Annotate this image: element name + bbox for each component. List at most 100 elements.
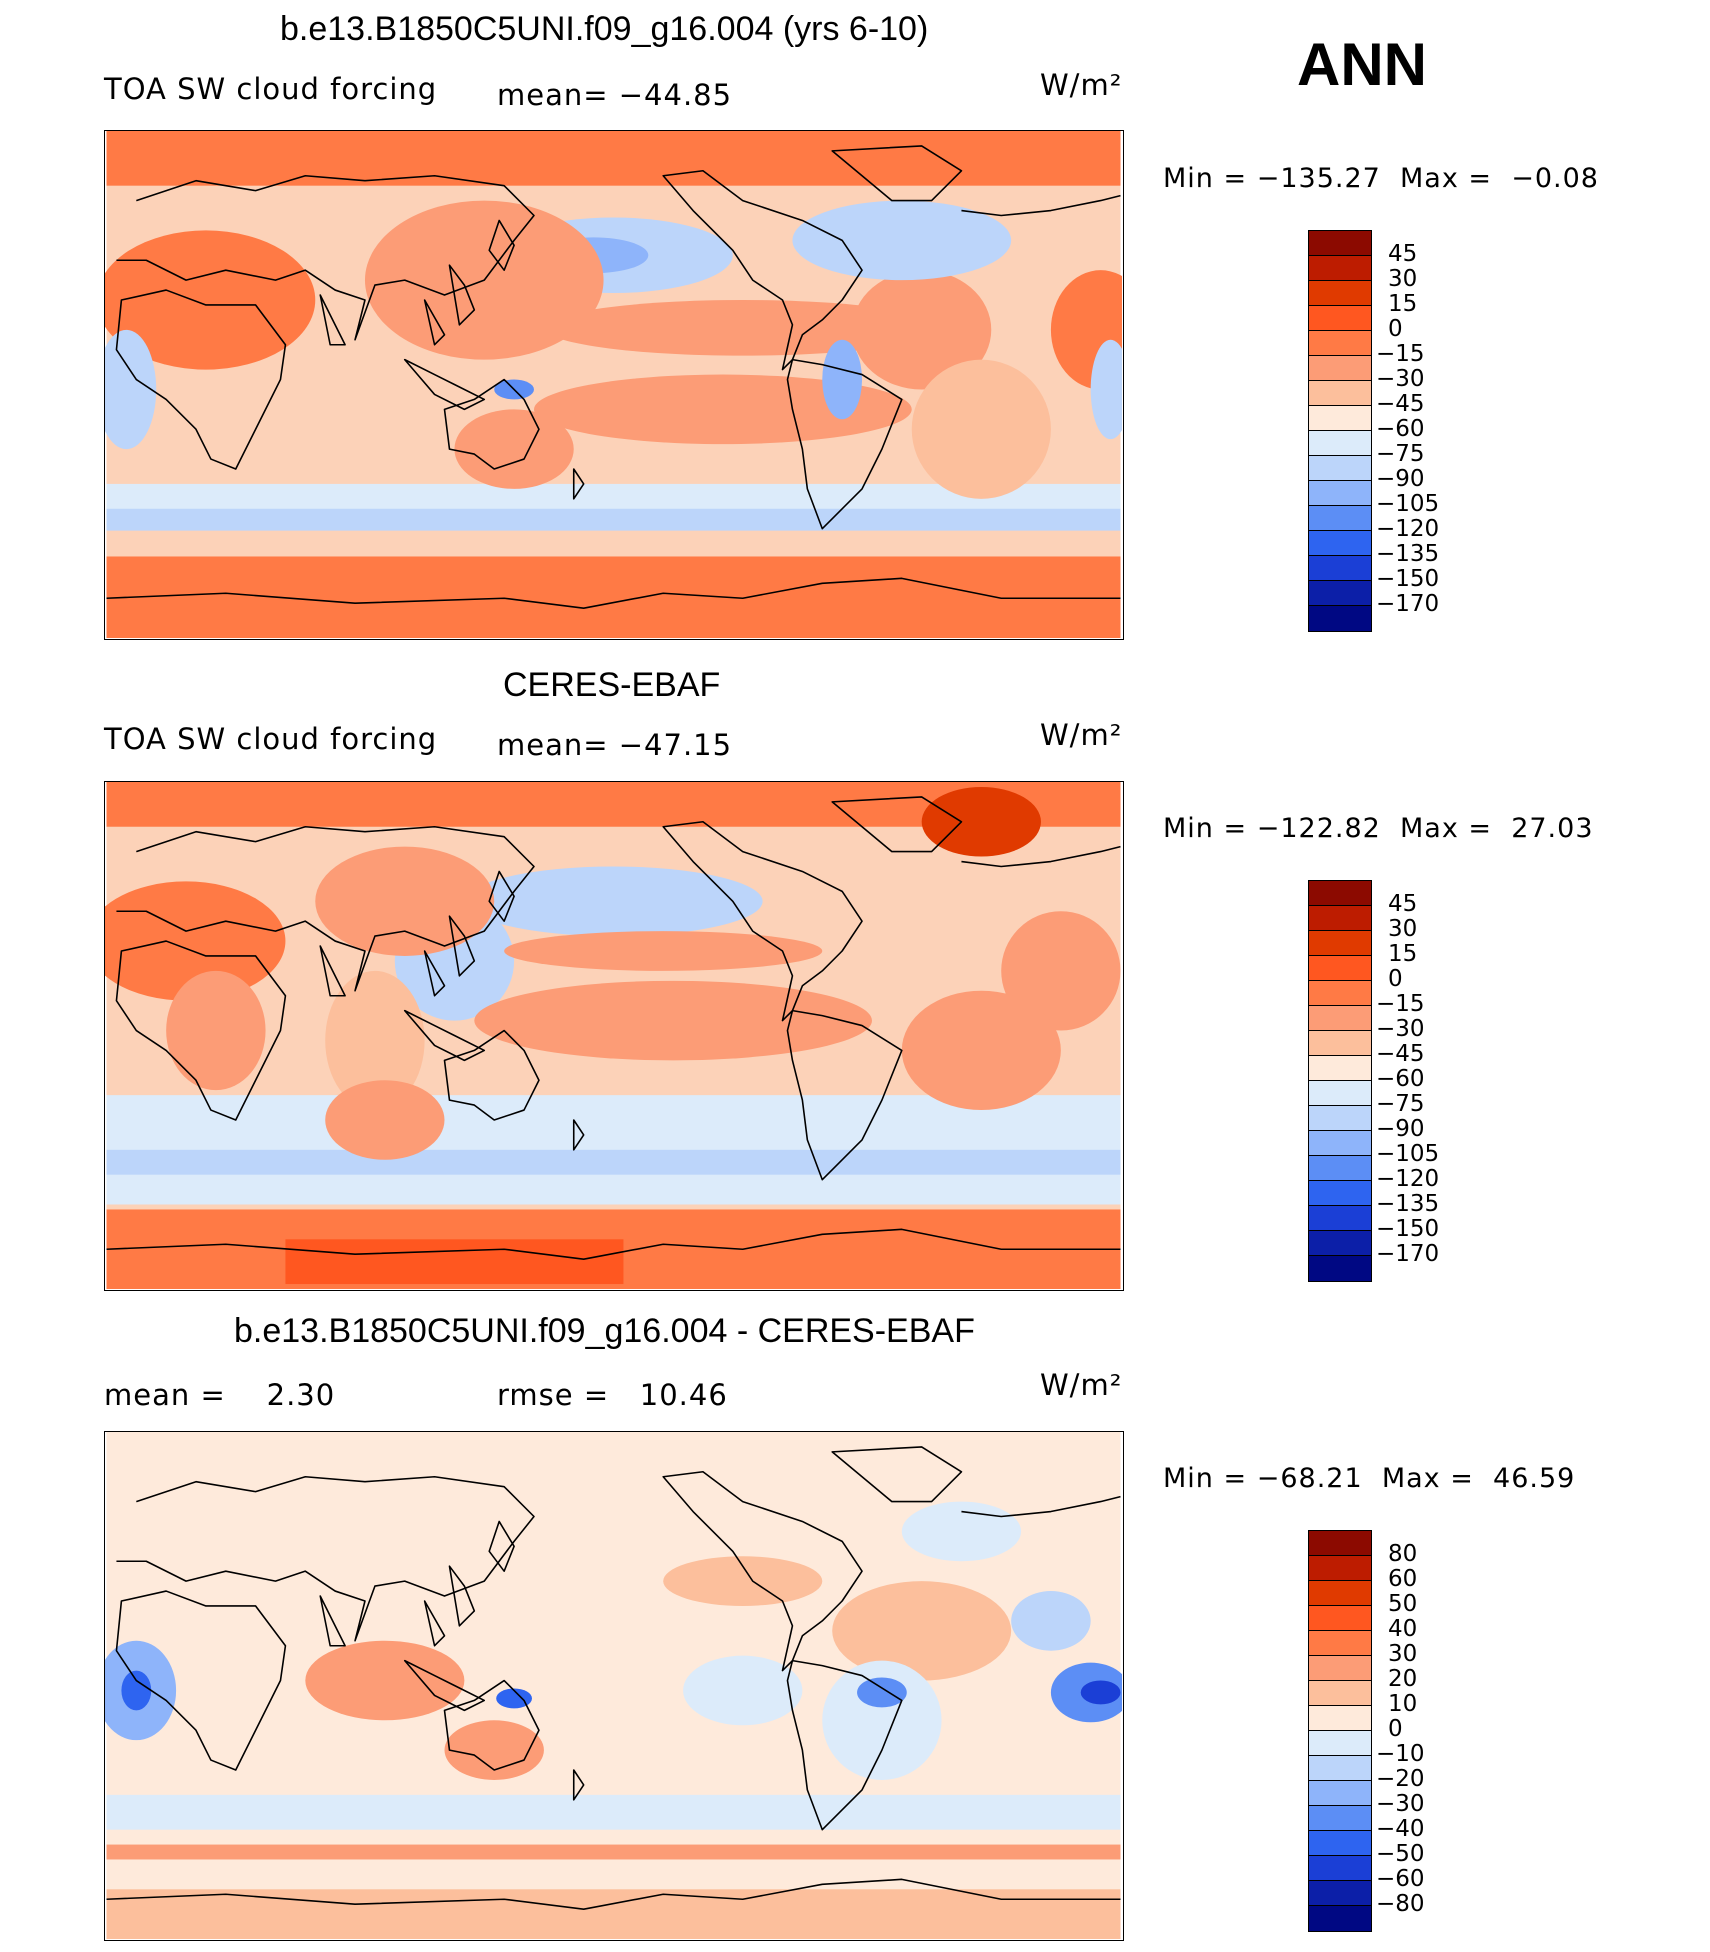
panel-2-units: W/m² xyxy=(1040,718,1123,752)
coastline xyxy=(662,169,863,371)
coastline xyxy=(319,945,346,997)
colorbar-swatch xyxy=(1309,1756,1371,1781)
colorbar-level-label: −90 xyxy=(1376,1116,1425,1142)
panel-3-title: b.e13.B1850C5UNI.f09_g16.004 - CERES-EBA… xyxy=(234,1312,975,1350)
colorbar-swatch xyxy=(1309,1181,1371,1206)
coastline xyxy=(116,1475,535,1642)
colorbar-level-label: −15 xyxy=(1376,341,1425,367)
coastline xyxy=(572,1769,585,1801)
coastline xyxy=(403,1659,486,1712)
colorbar-level-label: −60 xyxy=(1376,1066,1425,1092)
coastline xyxy=(488,1520,515,1572)
panel-1-variable-label: TOA SW cloud forcing xyxy=(104,72,438,106)
coastline xyxy=(116,825,535,992)
colorbar-swatch xyxy=(1309,1231,1371,1256)
colorbar-swatch xyxy=(1309,581,1371,606)
colorbar-level-label: 15 xyxy=(1388,291,1418,317)
coastline xyxy=(831,1446,963,1503)
colorbar-level-label: −75 xyxy=(1376,441,1425,467)
colorbar-swatch xyxy=(1309,431,1371,456)
colorbar-swatch xyxy=(1309,1556,1371,1581)
colorbar-level-label: −15 xyxy=(1376,991,1425,1017)
coastline xyxy=(831,145,963,202)
coastline xyxy=(572,1119,585,1151)
colorbar-swatch xyxy=(1309,881,1371,906)
coastline xyxy=(448,264,476,326)
coastline xyxy=(423,299,446,346)
coastline xyxy=(786,1009,903,1181)
colorbar-level-label: −150 xyxy=(1376,566,1440,592)
colorbar-level-label: −50 xyxy=(1376,1841,1425,1867)
coastline xyxy=(443,1029,540,1121)
colorbar-level-label: −105 xyxy=(1376,1141,1440,1167)
colorbar-level-label: 15 xyxy=(1388,941,1418,967)
colorbar-level-label: −30 xyxy=(1376,1791,1425,1817)
colorbar-swatch xyxy=(1309,1156,1371,1181)
coastline xyxy=(115,1590,287,1771)
colorbar-level-label: 20 xyxy=(1388,1666,1418,1692)
coastline xyxy=(488,870,515,922)
colorbar-swatch xyxy=(1309,1031,1371,1056)
colorbar-swatch xyxy=(1309,1581,1371,1606)
colorbar-swatch xyxy=(1309,1256,1371,1281)
colorbar-level-label: 10 xyxy=(1388,1691,1418,1717)
colorbar-swatch xyxy=(1309,456,1371,481)
panel-3-map xyxy=(104,1431,1124,1941)
colorbar-swatch xyxy=(1309,1206,1371,1231)
colorbar-level-label: −45 xyxy=(1376,1041,1425,1067)
colorbar-swatch xyxy=(1309,1831,1371,1856)
colorbar-level-label: −20 xyxy=(1376,1766,1425,1792)
panel-3-rmse: rmse = 10.46 xyxy=(497,1378,728,1412)
season-label: ANN xyxy=(1297,31,1427,98)
panel-2-max-value: 27.03 xyxy=(1511,813,1594,844)
colorbar-swatch xyxy=(1309,1131,1371,1156)
colorbar-level-label: −135 xyxy=(1376,1191,1440,1217)
coastline xyxy=(443,1679,540,1771)
colorbar-level-label: −10 xyxy=(1376,1741,1425,1767)
coastline xyxy=(106,577,1121,609)
colorbar-swatch xyxy=(1309,1106,1371,1131)
panel-3-mean: mean = 2.30 xyxy=(104,1378,336,1412)
coastline xyxy=(319,1595,346,1647)
colorbar-swatch xyxy=(1309,1706,1371,1731)
coastline xyxy=(448,915,476,977)
panel-1-title: b.e13.B1850C5UNI.f09_g16.004 (yrs 6-10) xyxy=(280,10,929,48)
colorbar-swatch xyxy=(1309,506,1371,531)
coastline xyxy=(115,289,287,470)
colorbar-level-label: 30 xyxy=(1388,1641,1418,1667)
colorbar-swatch xyxy=(1309,956,1371,981)
coastline xyxy=(115,940,287,1121)
colorbar-level-label: −105 xyxy=(1376,491,1440,517)
panel-1-map xyxy=(104,130,1124,640)
coastline xyxy=(572,468,585,500)
colorbar-swatch xyxy=(1309,1781,1371,1806)
map-field xyxy=(105,782,1121,1289)
panel-2-max-label: Max xyxy=(1400,813,1459,844)
colorbar-swatch xyxy=(1309,231,1371,256)
coastline xyxy=(106,1228,1121,1260)
colorbar-swatch xyxy=(1309,1656,1371,1681)
colorbar-level-label: 0 xyxy=(1388,316,1403,342)
colorbar-level-label: −30 xyxy=(1376,366,1425,392)
colorbar-swatch xyxy=(1309,1531,1371,1556)
coastline xyxy=(403,1009,486,1062)
coastline xyxy=(662,820,863,1022)
colorbar-level-label: −120 xyxy=(1376,516,1440,542)
panel-3-units: W/m² xyxy=(1040,1368,1123,1402)
colorbar-level-label: 45 xyxy=(1388,241,1418,267)
panel-1-mean: mean= −44.85 xyxy=(497,78,733,112)
colorbar-swatch xyxy=(1309,1881,1371,1906)
coastline xyxy=(831,796,963,853)
colorbar-swatch xyxy=(1309,1056,1371,1081)
colorbar-swatch xyxy=(1309,1806,1371,1831)
colorbar-swatch xyxy=(1309,406,1371,431)
panel-3-max-value: 46.59 xyxy=(1493,1463,1576,1494)
panel-3-minmax: Min = −68.21 Max = 46.59 xyxy=(1163,1463,1576,1494)
coastline xyxy=(961,194,1121,217)
coastline xyxy=(403,358,486,411)
colorbar-swatch xyxy=(1309,1081,1371,1106)
coastline xyxy=(961,1495,1121,1518)
colorbar-swatch xyxy=(1309,906,1371,931)
coastline xyxy=(423,950,446,997)
colorbar-swatch xyxy=(1309,331,1371,356)
